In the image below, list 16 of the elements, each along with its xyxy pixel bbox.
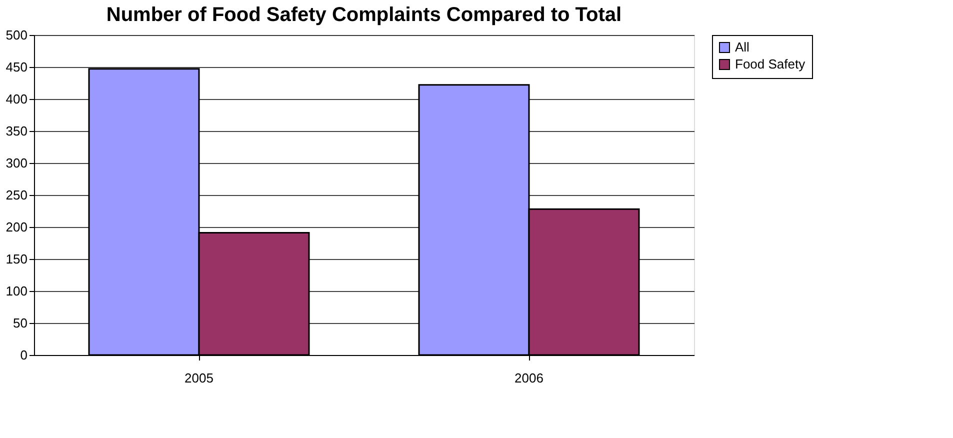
y-tick-label: 100 [6, 284, 28, 298]
x-tick-label: 2005 [184, 370, 214, 386]
y-tick-label: 50 [13, 316, 28, 330]
legend-label: All [735, 40, 750, 54]
y-tick-label: 500 [6, 28, 28, 42]
y-tick-label: 150 [6, 252, 28, 266]
y-tick-label: 200 [6, 220, 28, 234]
y-tick-label: 400 [6, 92, 28, 106]
y-tick-label: 300 [6, 156, 28, 170]
chart-title: Number of Food Safety Complaints Compared to Total [106, 4, 622, 26]
y-tick-label: 0 [20, 348, 28, 362]
y-tick-label: 450 [6, 60, 28, 74]
y-tick-label: 350 [6, 124, 28, 138]
x-tick-label: 2006 [514, 370, 544, 386]
legend-label: Food Safety [735, 56, 806, 72]
y-tick-label: 250 [6, 188, 28, 202]
